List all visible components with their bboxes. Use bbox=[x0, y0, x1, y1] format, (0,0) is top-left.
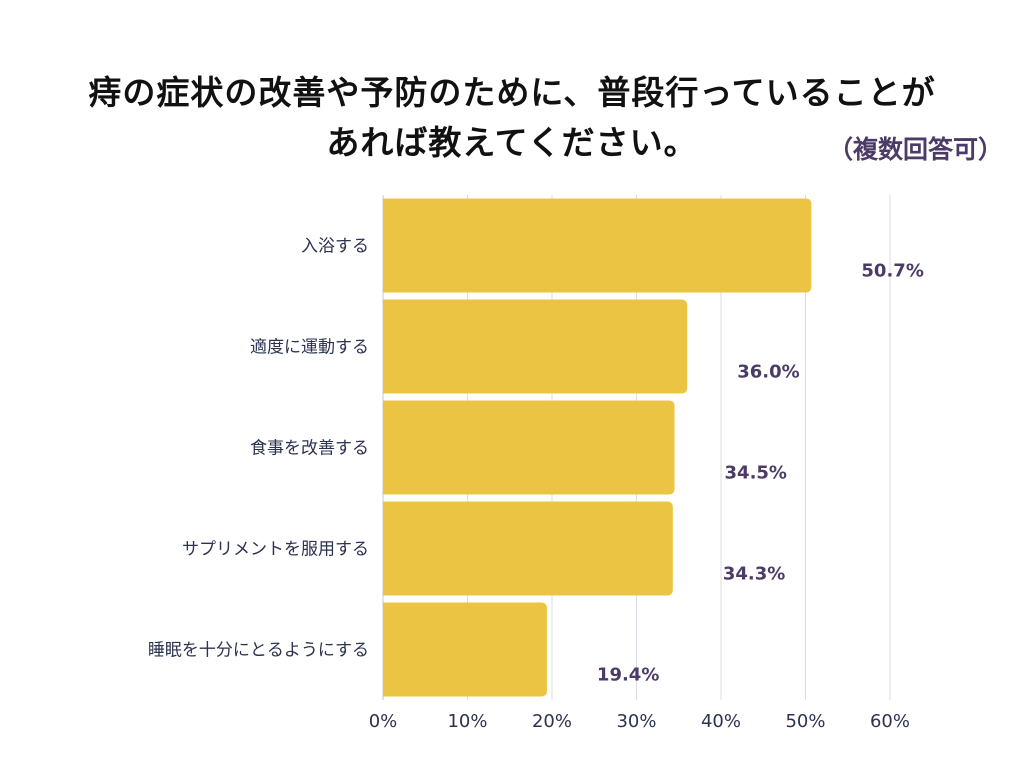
chart-title-line-2: あれば教えてください。 bbox=[326, 123, 698, 162]
value-label: 19.4% bbox=[597, 665, 659, 686]
x-tick-label: 30% bbox=[616, 711, 656, 732]
value-label: 34.5% bbox=[725, 463, 787, 484]
x-tick-label: 0% bbox=[369, 711, 398, 732]
bar bbox=[383, 501, 673, 596]
x-tick-label: 40% bbox=[701, 711, 741, 732]
x-tick-label: 60% bbox=[870, 711, 910, 732]
value-label: 36.0% bbox=[737, 362, 799, 383]
chart-subtitle: （複数回答可） bbox=[828, 135, 1004, 164]
category-label: 睡眠を十分にとるようにする bbox=[148, 641, 369, 661]
x-tick-label: 10% bbox=[447, 711, 487, 732]
bar bbox=[383, 400, 675, 495]
value-label: 50.7% bbox=[861, 261, 923, 282]
x-tick-label: 20% bbox=[532, 711, 572, 732]
category-label: 入浴する bbox=[301, 237, 369, 257]
bar bbox=[383, 198, 812, 293]
category-label: サプリメントを服用する bbox=[182, 540, 369, 560]
bar bbox=[383, 299, 688, 394]
category-label: 食事を改善する bbox=[250, 439, 369, 459]
bar bbox=[383, 602, 547, 697]
value-label: 34.3% bbox=[723, 564, 785, 585]
x-tick-label: 50% bbox=[785, 711, 825, 732]
chart-title-line-1: 痔の症状の改善や予防のために、普段行っていることが bbox=[88, 73, 936, 112]
category-label: 適度に運動する bbox=[250, 338, 369, 358]
